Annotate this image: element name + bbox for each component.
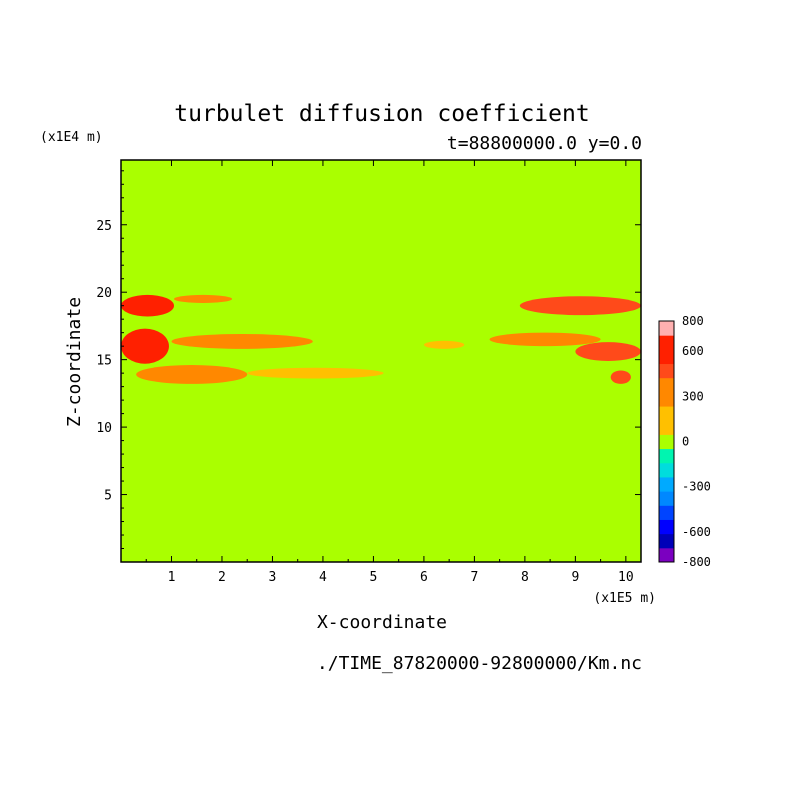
heatmap-regions [120, 294, 641, 384]
colorbar-swatch [659, 434, 674, 450]
heatmap-region [121, 294, 175, 317]
colorbar-swatch [659, 533, 674, 549]
colorbar-swatch [659, 420, 674, 435]
heatmap-region [171, 334, 313, 349]
colorbar-frame [658, 320, 675, 563]
x-tick-label: 4 [319, 570, 327, 585]
colorbar-swatch [659, 519, 674, 535]
heatmap-background [121, 160, 641, 562]
colorbar-label: 300 [682, 389, 704, 403]
x-tick-label: 5 [370, 570, 378, 585]
x-tick-label: 3 [269, 570, 277, 585]
x-tick-label: 10 [618, 570, 634, 585]
colorbar-label: -800 [682, 555, 711, 569]
colorbar-swatch [659, 406, 674, 421]
heatmap-field [120, 159, 642, 563]
x-tick-label: 8 [521, 570, 529, 585]
colorbar-swatch [659, 391, 674, 407]
colorbar-swatch [659, 335, 674, 350]
y-unit-label: (x1E4 m) [40, 130, 103, 145]
x-tick-label: 7 [470, 570, 478, 585]
colorbar-swatch [659, 505, 674, 520]
colorbar-label: 800 [682, 314, 704, 328]
source-path: ./TIME_87820000-92800000/Km.nc [317, 653, 642, 674]
heatmap-region [247, 367, 384, 379]
x-axis: 1 2 3 4 5 6 7 8 9 10 [145, 160, 634, 585]
colorbar-swatch [659, 476, 674, 492]
y-tick-label: 15 [96, 354, 112, 369]
heatmap-region [136, 365, 248, 384]
colorbar-swatch [659, 321, 674, 336]
y-tick-label: 5 [104, 489, 112, 504]
colorbar-swatch [659, 349, 674, 365]
chart-subtitle: t=88800000.0 y=0.0 [447, 133, 642, 154]
y-axis: 5 10 15 20 25 [96, 170, 641, 550]
y-tick-label: 10 [96, 421, 112, 436]
heatmap-region [489, 332, 601, 347]
colorbar-label: 0 [682, 435, 689, 449]
colorbar-label: 600 [682, 344, 704, 358]
y-axis-label: Z-coordinate [64, 297, 85, 427]
colorbar-swatch [659, 448, 674, 464]
colorbar-label: -600 [682, 525, 711, 539]
heatmap-region [575, 342, 641, 361]
x-axis-label: X-coordinate [317, 612, 447, 633]
y-tick-label: 25 [96, 219, 112, 234]
x-tick-label: 6 [420, 570, 428, 585]
x-tick-label: 1 [168, 570, 176, 585]
heatmap-region [519, 296, 641, 316]
colorbar: 800 600 300 0 -300 -600 -800 [658, 314, 711, 569]
colorbar-swatch [659, 377, 674, 393]
colorbar-swatch [659, 547, 674, 563]
colorbar-swatch [659, 462, 674, 478]
x-tick-label: 9 [571, 570, 579, 585]
x-unit-label: (x1E5 m) [593, 591, 656, 606]
heatmap-region [610, 370, 631, 384]
heatmap-region [174, 294, 233, 303]
heatmap-region [133, 335, 162, 360]
colorbar-swatch [659, 363, 674, 379]
heatmap-region [423, 340, 465, 349]
colorbar-swatch [659, 491, 674, 506]
x-tick-label: 2 [218, 570, 226, 585]
colorbar-label: -300 [682, 480, 711, 494]
chart-title: turbulet diffusion coefficient [174, 101, 589, 127]
y-tick-label: 20 [96, 286, 112, 301]
plot-frame [120, 159, 642, 563]
